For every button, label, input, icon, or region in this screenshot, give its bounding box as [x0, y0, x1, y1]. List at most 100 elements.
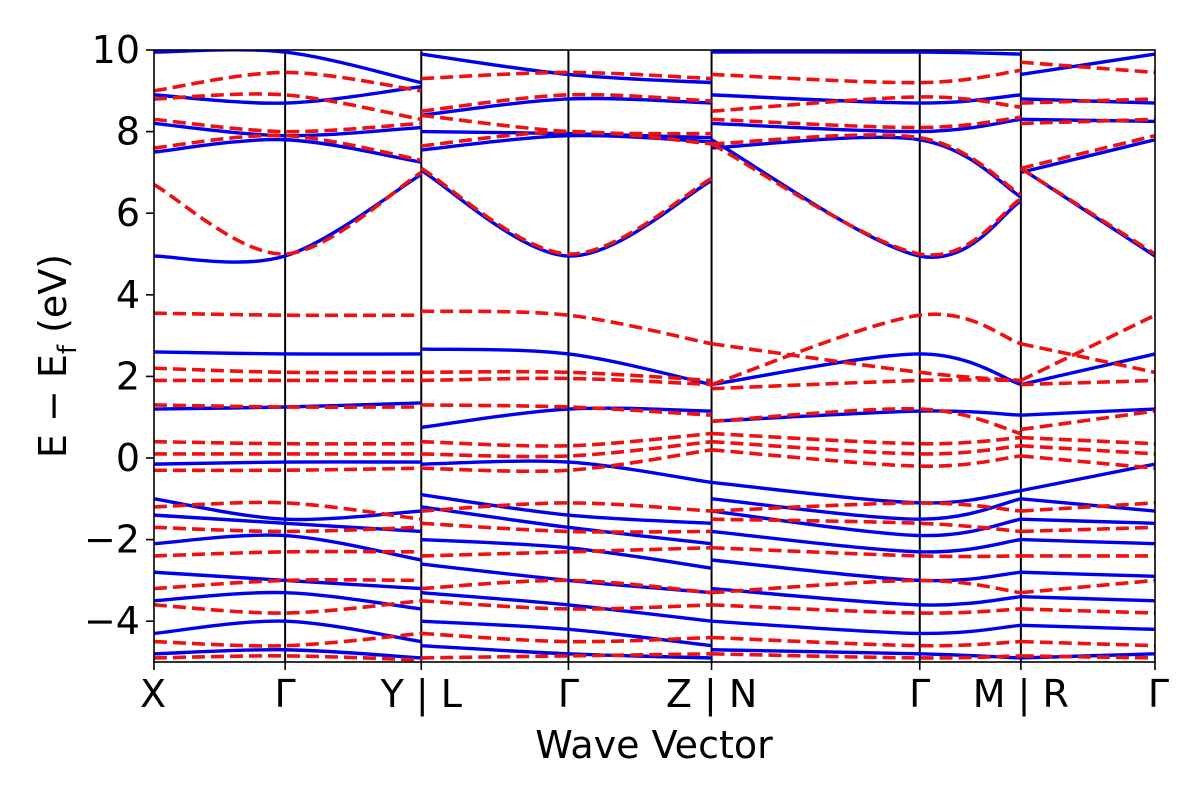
- y-axis-title-unit: (eV): [31, 254, 75, 345]
- dashed-band-line: [154, 599, 422, 615]
- solid-band-line: [154, 50, 422, 85]
- dashed-band-line: [421, 369, 712, 383]
- dashed-band-line: [421, 439, 712, 459]
- dashed-band-line: [154, 70, 422, 93]
- dashed-band-line: [421, 448, 712, 474]
- dashed-band-line: [711, 652, 1021, 660]
- x-tick-label: Γ: [909, 672, 930, 716]
- dashed-band-line: [1020, 454, 1155, 470]
- solid-band-line: [154, 350, 422, 356]
- y-tick-label: 10: [92, 28, 140, 72]
- dashed-band-line: [154, 311, 422, 318]
- solid-band-line: [421, 590, 712, 623]
- dashed-band-line: [421, 129, 712, 148]
- dashed-band-line: [154, 631, 422, 648]
- dashed-band-line: [711, 95, 1022, 113]
- y-tick-label: 2: [116, 354, 140, 398]
- plot-frame: [153, 49, 1156, 663]
- dashed-band-line: [711, 517, 1022, 534]
- dashed-band-line: [154, 466, 422, 473]
- dashed-band-line: [711, 635, 1021, 648]
- dashed-band-line: [1020, 117, 1155, 126]
- dashed-band-line: [711, 501, 1022, 513]
- solid-band-line: [1020, 595, 1155, 603]
- dashed-band-line: [711, 448, 1022, 468]
- dashed-band-line: [1020, 607, 1155, 615]
- dashed-band-line: [711, 115, 1022, 130]
- dashed-band-line: [711, 407, 1022, 436]
- solid-band-line: [710, 138, 1022, 259]
- dashed-band-line: [154, 117, 422, 134]
- dashed-band-line: [421, 431, 712, 448]
- y-tick-label: −4: [84, 599, 140, 643]
- dashed-band-line: [154, 133, 422, 162]
- solid-band-line: [421, 505, 712, 546]
- solid-band-line: [421, 52, 712, 85]
- dashed-band-line: [1020, 133, 1155, 171]
- x-tick-label: Γ: [275, 672, 296, 716]
- dashed-band-line: [1020, 378, 1155, 387]
- dashed-band-line: [421, 403, 712, 417]
- dashed-band-line: [1020, 654, 1155, 660]
- solid-band-line: [421, 537, 712, 570]
- x-axis-ticks: X Γ Y | L Γ Z | N Γ M | R Γ: [140, 662, 1169, 717]
- dashed-band-line: [711, 431, 1021, 446]
- dashed-band-line: [1020, 341, 1155, 375]
- solid-band-line: [154, 647, 422, 660]
- dashed-band-line: [154, 403, 422, 409]
- dashed-band-line: [154, 439, 422, 446]
- band-lines: [154, 50, 1155, 662]
- y-axis-ticks: −4 −2 0 2 4 6 8 10: [84, 28, 154, 643]
- dashed-band-line: [421, 309, 712, 346]
- y-tick-label: −2: [84, 518, 140, 562]
- dashed-band-line: [154, 654, 422, 662]
- solid-band-line: [421, 129, 712, 140]
- solid-band-line: [421, 619, 712, 648]
- dashed-band-line: [421, 578, 712, 595]
- solid-band-line: [711, 529, 1022, 554]
- solid-band-line: [1020, 623, 1155, 632]
- solid-band-line: [1020, 570, 1155, 579]
- dashed-band-line: [1020, 435, 1155, 446]
- dashed-band-line: [711, 341, 1022, 383]
- solid-band-line: [711, 586, 1022, 607]
- dashed-band-line: [711, 68, 1022, 85]
- solid-band-line: [711, 619, 1022, 636]
- dashed-band-line: [421, 70, 712, 81]
- x-axis-title: Wave Vector: [535, 723, 773, 767]
- solid-band-line: [154, 137, 422, 164]
- solid-band-line: [1020, 537, 1155, 546]
- dashed-band-line: [1020, 97, 1155, 105]
- dashed-band-line: [421, 501, 712, 513]
- dashed-band-line: [154, 366, 422, 375]
- dashed-band-line: [1020, 501, 1155, 513]
- dashed-band-line: [154, 92, 422, 122]
- dashed-band-line: [1020, 60, 1155, 75]
- solid-band-line: [711, 93, 1022, 105]
- solid-band-line: [421, 406, 712, 430]
- x-tick-label: X: [140, 672, 166, 716]
- solid-band-line: [711, 50, 1021, 56]
- dashed-band-line: [154, 577, 422, 591]
- y-tick-label: 8: [116, 110, 140, 154]
- x-tick-label: M | R: [973, 672, 1069, 717]
- solid-band-line: [1020, 407, 1155, 417]
- x-tick-label: Γ: [1148, 672, 1169, 716]
- solid-band-line: [154, 570, 422, 591]
- y-tick-label: 4: [116, 273, 140, 317]
- solid-band-line: [1020, 497, 1155, 513]
- dashed-band-line: [711, 603, 1021, 615]
- dashed-band-line: [1020, 409, 1155, 432]
- dashed-band-line: [711, 133, 1022, 197]
- dashed-band-line: [421, 376, 712, 387]
- dashed-band-line: [711, 439, 1022, 456]
- solid-band-line: [154, 460, 422, 466]
- y-axis-title-main: E − E: [31, 354, 75, 458]
- solid-band-line: [154, 121, 422, 138]
- dashed-band-line: [711, 378, 1021, 391]
- solid-band-line: [421, 493, 712, 525]
- solid-band-line: [711, 352, 1022, 387]
- solid-band-line: [1020, 138, 1155, 175]
- dashed-band-line: [421, 521, 712, 534]
- solid-band-line: [421, 96, 712, 117]
